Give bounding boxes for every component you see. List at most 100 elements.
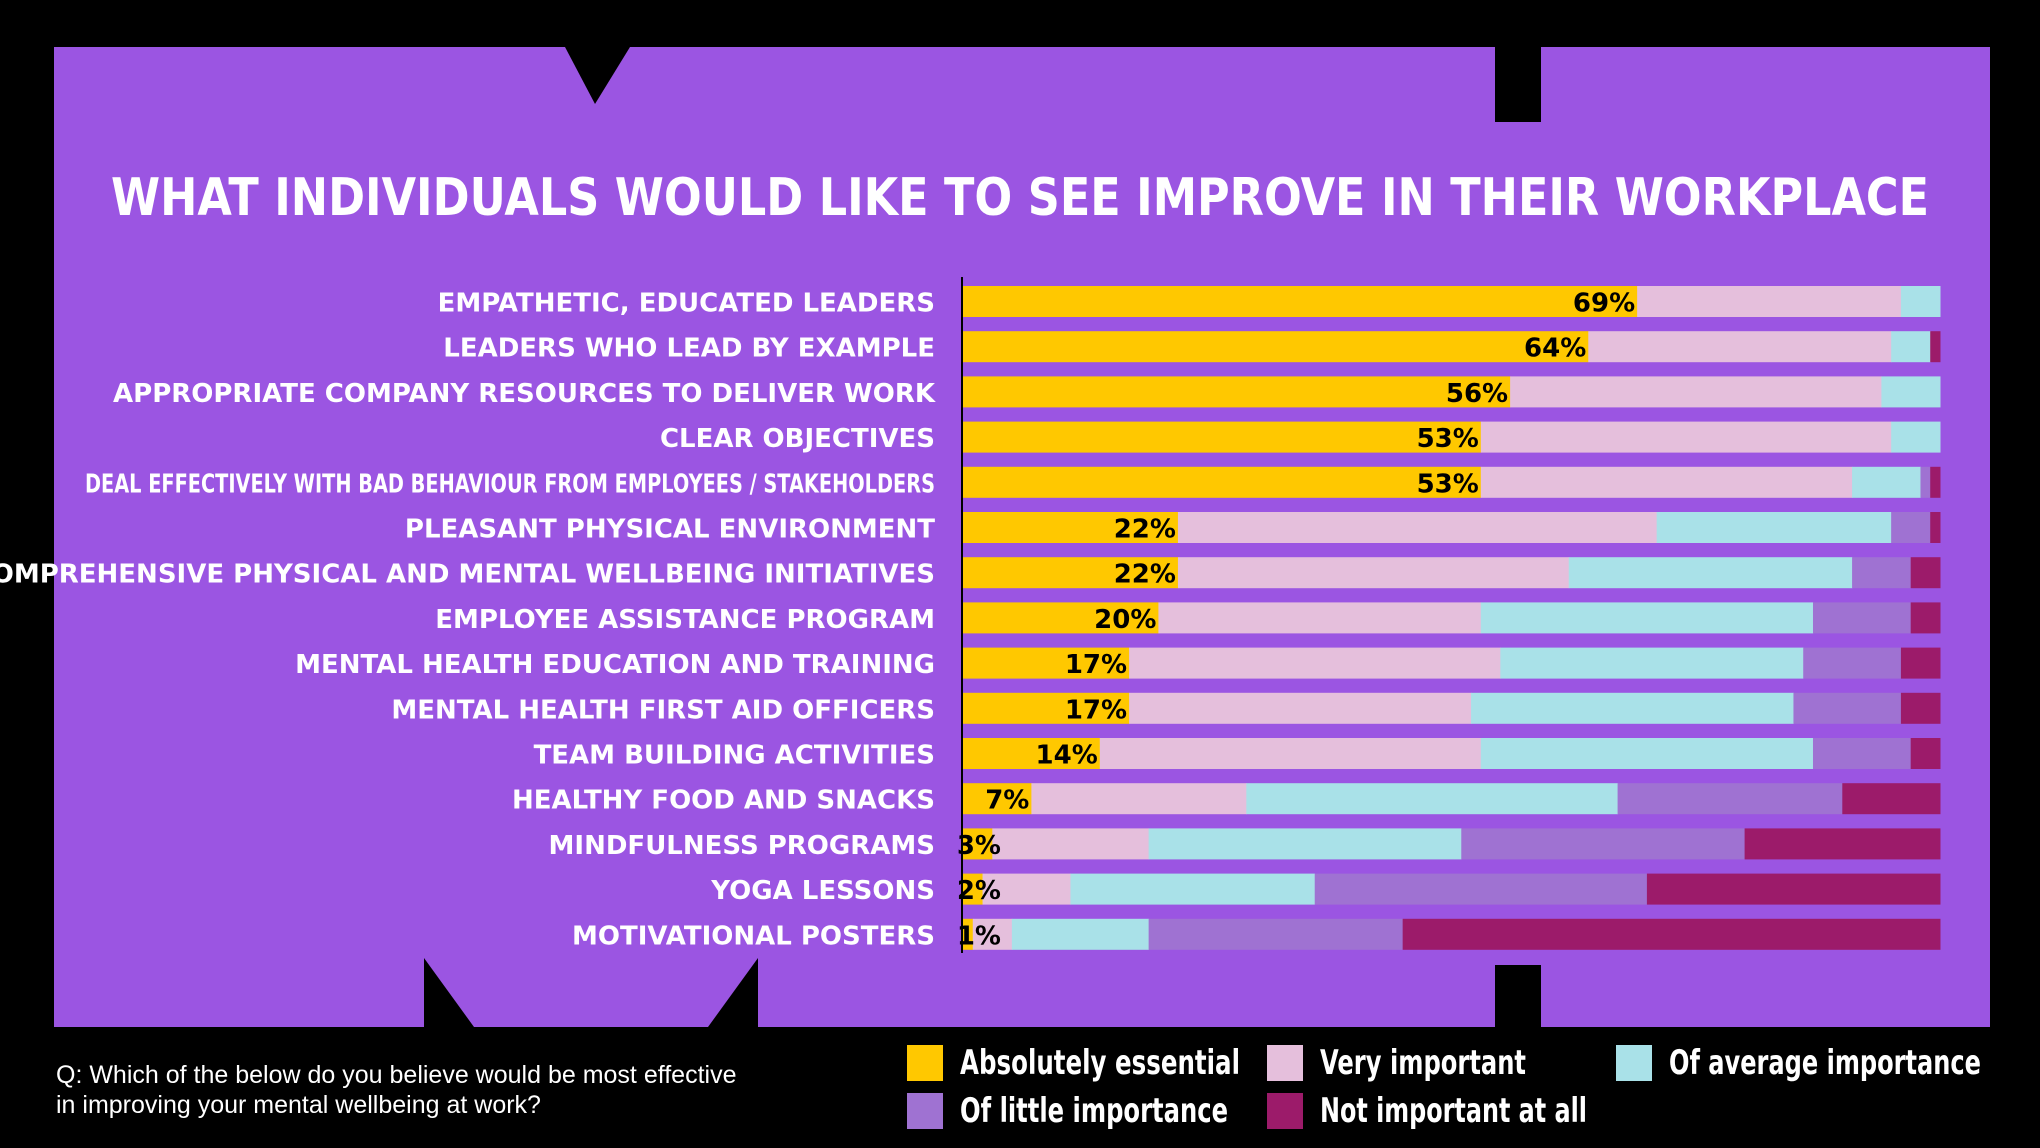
bar-segment-of-average-importance	[1900, 286, 1941, 317]
bar-segment-of-little-importance	[1852, 557, 1912, 589]
bar-segment-very-important	[1031, 783, 1247, 815]
category-label: YOGA LESSONS	[710, 876, 935, 906]
value-label: 64%	[1524, 334, 1586, 364]
legend-swatch	[1616, 1045, 1652, 1081]
bar-segment-not-important-at-all	[1402, 918, 1941, 950]
category-label: COMPREHENSIVE PHYSICAL AND MENTAL WELLBE…	[0, 560, 935, 590]
legend-label: Of average importance	[1669, 1043, 1981, 1083]
bar-segment-very-important	[1129, 692, 1472, 724]
legend-swatch	[1267, 1093, 1303, 1129]
bar-segment-absolutely-essential	[963, 783, 1032, 815]
bar-segment-absolutely-essential	[963, 602, 1159, 634]
bar-segment-not-important-at-all	[1930, 331, 1941, 363]
category-label: MINDFULNESS PROGRAMS	[549, 831, 935, 861]
bar-segment-of-little-importance	[1617, 783, 1843, 815]
value-label: 22%	[1114, 560, 1176, 590]
value-label: 53%	[1417, 424, 1479, 454]
bar-segment-of-little-importance	[1812, 602, 1912, 634]
value-label: 3%	[957, 831, 1001, 861]
value-label: 69%	[1573, 289, 1635, 319]
notch-bottom-left-a	[424, 958, 474, 1027]
bar-segment-very-important	[1158, 602, 1482, 634]
value-label: 20%	[1094, 605, 1156, 635]
bar-segment-of-average-importance	[1480, 738, 1814, 769]
bar-segment-absolutely-essential	[963, 738, 1101, 769]
chart-title: WHAT INDIVIDUALS WOULD LIKE TO SEE IMPRO…	[111, 168, 1929, 228]
value-label: 56%	[1446, 379, 1508, 409]
notch-top-left	[565, 47, 630, 104]
bar-segment-very-important	[1129, 647, 1501, 679]
bar-segment-of-average-importance	[1656, 512, 1892, 543]
value-label: 22%	[1114, 515, 1176, 545]
value-label: 7%	[985, 786, 1029, 816]
bar-segment-of-little-importance	[1148, 918, 1404, 950]
legend: Absolutely essential Very important Of ave…	[907, 1043, 1981, 1131]
bar-segment-absolutely-essential	[963, 466, 1482, 498]
bar-segment-very-important	[1480, 421, 1892, 453]
bar-segment-very-important	[1177, 512, 1658, 543]
bar-segment-of-average-importance	[1246, 783, 1619, 815]
category-label: APPROPRIATE COMPANY RESOURCES TO DELIVER…	[113, 379, 936, 409]
bar-segment-of-average-importance	[1480, 602, 1814, 634]
category-label: MENTAL HEALTH EDUCATION AND TRAINING	[295, 650, 935, 680]
bar-segment-very-important	[1099, 738, 1482, 769]
bar-segment-not-important-at-all	[1910, 557, 1941, 589]
bar-segment-not-important-at-all	[1900, 647, 1941, 679]
bar-segment-absolutely-essential	[963, 286, 1638, 317]
legend-swatch	[907, 1045, 943, 1081]
bar-segment-of-little-importance	[1803, 647, 1902, 679]
bar-segment-absolutely-essential	[963, 421, 1482, 453]
notch-top-right	[1495, 47, 1541, 122]
bar-segment-not-important-at-all	[1842, 783, 1941, 815]
legend-swatch	[1267, 1045, 1303, 1081]
legend-swatch	[907, 1093, 943, 1129]
bar-segment-very-important	[1637, 286, 1902, 317]
bar-segment-very-important	[1177, 557, 1570, 589]
legend-label: Very important	[1320, 1043, 1526, 1083]
bar-segment-absolutely-essential	[963, 918, 974, 950]
bar-segment-very-important	[1510, 376, 1882, 408]
bar-segment-very-important	[1480, 466, 1853, 498]
bar-segment-of-average-importance	[1852, 466, 1921, 498]
bar-segment-absolutely-essential	[963, 512, 1179, 543]
bar-segment-not-important-at-all	[1910, 738, 1941, 769]
bar-segment-of-little-importance	[1314, 873, 1648, 905]
bar-segment-absolutely-essential	[963, 331, 1589, 363]
value-label: 2%	[957, 876, 1001, 906]
bar-segment-of-average-importance	[1500, 647, 1804, 679]
bar-segment-of-average-importance	[1070, 873, 1316, 905]
bar-segment-very-important	[1588, 331, 1892, 363]
value-label: 53%	[1417, 469, 1479, 499]
bar-segment-absolutely-essential	[963, 873, 984, 905]
bar-segment-absolutely-essential	[963, 557, 1179, 589]
legend-label: Not important at all	[1320, 1091, 1587, 1131]
category-label: TEAM BUILDING ACTIVITIES	[534, 741, 935, 771]
bar-segment-not-important-at-all	[1900, 692, 1941, 724]
category-labels: EMPATHETIC, EDUCATED LEADERS LEADERS WHO …	[0, 289, 936, 952]
bar-segment-not-important-at-all	[1646, 873, 1941, 905]
bars-group	[963, 286, 1941, 950]
category-label: MENTAL HEALTH FIRST AID OFFICERS	[391, 695, 935, 725]
bar-segment-of-little-importance	[1812, 738, 1912, 769]
category-label: LEADERS WHO LEAD BY EXAMPLE	[443, 334, 935, 364]
bar-segment-of-little-importance	[1891, 512, 1931, 543]
bar-segment-not-important-at-all	[1930, 466, 1941, 498]
bar-segment-absolutely-essential	[963, 692, 1130, 724]
bar-segment-of-little-importance	[1920, 466, 1931, 498]
category-label: EMPATHETIC, EDUCATED LEADERS	[438, 289, 935, 319]
category-label: PLEASANT PHYSICAL ENVIRONMENT	[405, 515, 935, 545]
bar-segment-of-average-importance	[1891, 421, 1941, 453]
notch-bottom-right	[1495, 965, 1541, 1027]
bar-segment-not-important-at-all	[1910, 602, 1941, 634]
survey-question: Q: Which of the below do you believe wou…	[56, 1061, 737, 1119]
category-label: CLEAR OBJECTIVES	[660, 424, 935, 454]
category-label: DEAL EFFECTIVELY WITH BAD BEHAVIOUR FROM…	[85, 469, 935, 499]
bar-segment-absolutely-essential	[963, 647, 1130, 679]
bar-segment-of-average-importance	[1011, 918, 1150, 950]
notch-bottom-left-b	[708, 958, 758, 1027]
value-label: 1%	[957, 921, 1001, 951]
bar-segment-absolutely-essential	[963, 376, 1511, 408]
value-labels: 69% 64% 56% 53% 53% 22% 22% 20% 17% 17% 14%7% 3% 2% 1…	[957, 289, 1635, 952]
bar-segment-absolutely-essential	[963, 828, 993, 860]
